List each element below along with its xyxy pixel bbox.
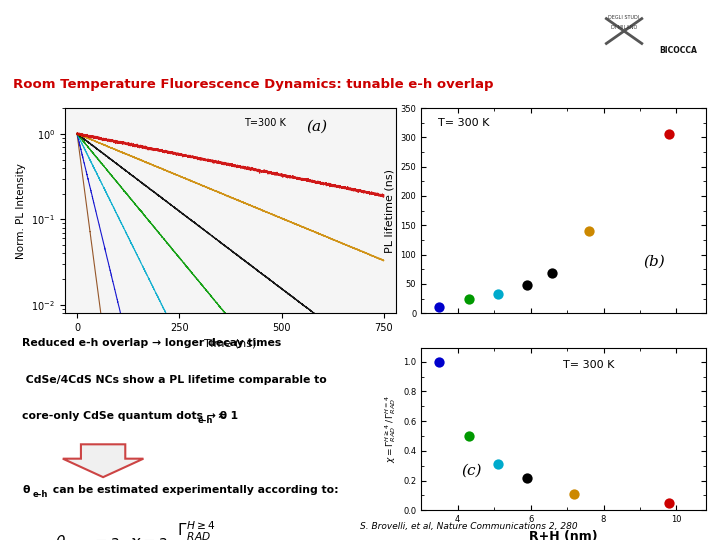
Point (521, 473, 533, 482)
Y-axis label: $\chi = \Gamma_{RAD}^{H \geq 4}\,/\,\Gamma_{RAD}^{H=4}$: $\chi = \Gamma_{RAD}^{H \geq 4}\,/\,\Gam… (382, 395, 397, 463)
Text: T= 300 K: T= 300 K (563, 360, 615, 370)
Text: e-h: e-h (198, 416, 213, 424)
Point (492, 289, 503, 298)
Point (663, 498, 675, 507)
Point (463, 294, 474, 303)
Text: Room Temperature Fluorescence Dynamics: tunable e-h overlap: Room Temperature Fluorescence Dynamics: … (13, 78, 493, 91)
Text: ≈ 1: ≈ 1 (214, 411, 238, 422)
Text: (a): (a) (307, 119, 328, 133)
Point (492, 460, 503, 469)
Text: CdSe/4CdS NCs show a PL lifetime comparable to: CdSe/4CdS NCs show a PL lifetime compara… (22, 375, 327, 384)
X-axis label: Time (ns): Time (ns) (204, 339, 256, 348)
Text: can be estimated experimentally according to:: can be estimated experimentally accordin… (49, 485, 338, 495)
Text: core-only CdSe quantum dots → θ: core-only CdSe quantum dots → θ (22, 411, 228, 422)
Point (663, 130, 675, 139)
Y-axis label: PL lifetime (ns): PL lifetime (ns) (385, 168, 395, 253)
Text: 21: 21 (10, 26, 41, 46)
Point (569, 490, 580, 498)
X-axis label: R+H (nm): R+H (nm) (529, 530, 598, 540)
Text: e-h: e-h (32, 490, 48, 500)
Text: DI MILANO: DI MILANO (611, 25, 637, 30)
Text: Reduced e-h overlap → longer decay times: Reduced e-h overlap → longer decay times (22, 338, 282, 348)
Point (583, 227, 595, 235)
Point (433, 303, 445, 312)
Point (433, 357, 445, 366)
Text: DEGLI STUDI: DEGLI STUDI (608, 15, 639, 20)
Text: $\theta_{e-h} = a \cdot \chi = a \cdot \dfrac{\Gamma_{RAD}^{H \geq 4}}{\Gamma_{R: $\theta_{e-h} = a \cdot \chi = a \cdot \… (55, 520, 217, 540)
Text: θ: θ (22, 485, 30, 495)
Text: (b): (b) (643, 255, 665, 269)
Point (521, 281, 533, 289)
Text: T= 300 K: T= 300 K (438, 118, 490, 129)
Point (463, 431, 474, 440)
Y-axis label: Norm. PL Intensity: Norm. PL Intensity (16, 163, 26, 259)
Text: BICOCCA: BICOCCA (660, 46, 698, 56)
Text: T=300 K: T=300 K (243, 118, 286, 129)
Polygon shape (63, 444, 143, 477)
Text: S. Brovelli, et al, Nature Communications 2, 280: S. Brovelli, et al, Nature Communication… (360, 522, 577, 531)
Point (546, 269, 558, 278)
Text: (c): (c) (461, 464, 482, 478)
